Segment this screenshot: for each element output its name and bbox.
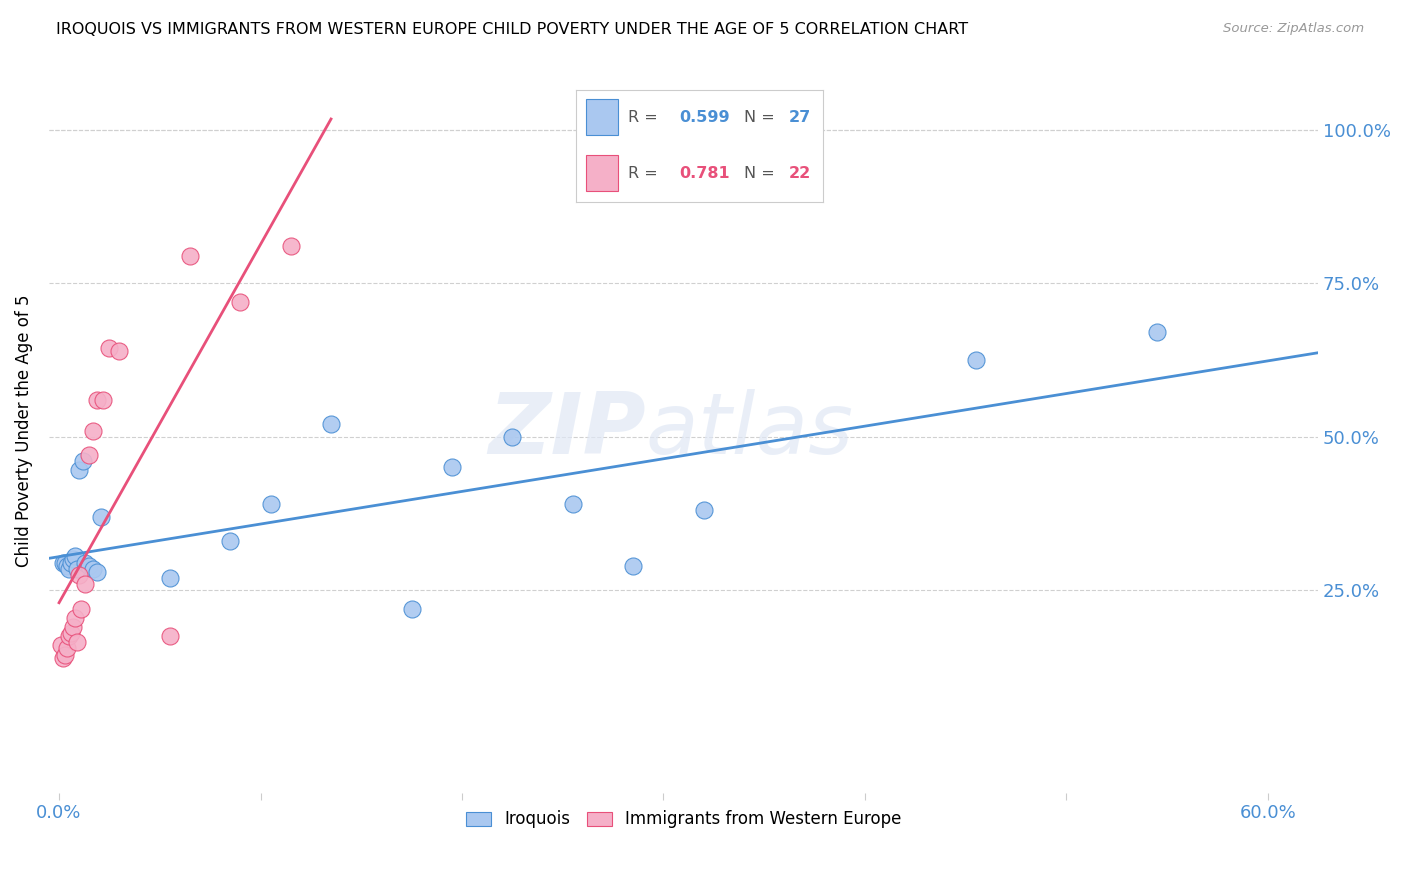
Point xyxy=(440,460,463,475)
Point xyxy=(66,562,89,576)
Point xyxy=(108,343,131,358)
Point xyxy=(280,239,302,253)
Point xyxy=(63,611,86,625)
Point xyxy=(965,353,987,368)
Text: IROQUOIS VS IMMIGRANTS FROM WESTERN EUROPE CHILD POVERTY UNDER THE AGE OF 5 CORR: IROQUOIS VS IMMIGRANTS FROM WESTERN EURO… xyxy=(56,22,969,37)
Point xyxy=(70,601,93,615)
Point xyxy=(90,509,112,524)
Point xyxy=(86,565,108,579)
Point xyxy=(692,503,714,517)
Point xyxy=(60,556,83,570)
Point xyxy=(98,341,121,355)
Point xyxy=(219,534,242,549)
Point xyxy=(259,497,281,511)
Point xyxy=(75,577,97,591)
Point xyxy=(53,556,76,570)
Point xyxy=(62,620,84,634)
Point xyxy=(52,650,75,665)
Point xyxy=(62,552,84,566)
Point xyxy=(82,562,104,576)
Point xyxy=(66,635,89,649)
Point xyxy=(67,567,90,582)
Point xyxy=(63,549,86,564)
Point xyxy=(56,641,79,656)
Point xyxy=(75,556,97,570)
Point xyxy=(49,639,72,653)
Point xyxy=(86,392,108,407)
Point xyxy=(60,626,83,640)
Point xyxy=(77,558,100,573)
Point xyxy=(229,294,252,309)
Point xyxy=(77,448,100,462)
Point xyxy=(1146,326,1168,340)
Point xyxy=(56,558,79,573)
Point xyxy=(93,392,115,407)
Y-axis label: Child Poverty Under the Age of 5: Child Poverty Under the Age of 5 xyxy=(15,294,32,566)
Point xyxy=(179,249,201,263)
Text: Source: ZipAtlas.com: Source: ZipAtlas.com xyxy=(1223,22,1364,36)
Point xyxy=(159,629,181,643)
Point xyxy=(561,497,583,511)
Point xyxy=(501,430,523,444)
Point xyxy=(58,629,80,643)
Point xyxy=(53,648,76,662)
Point xyxy=(72,454,94,468)
Text: ZIP: ZIP xyxy=(488,389,645,472)
Text: atlas: atlas xyxy=(645,389,853,472)
Point xyxy=(159,571,181,585)
Point xyxy=(67,463,90,477)
Point xyxy=(401,601,423,615)
Legend: Iroquois, Immigrants from Western Europe: Iroquois, Immigrants from Western Europe xyxy=(458,804,908,835)
Point xyxy=(58,562,80,576)
Point xyxy=(82,424,104,438)
Point xyxy=(319,417,342,432)
Point xyxy=(52,556,75,570)
Point xyxy=(621,558,644,573)
